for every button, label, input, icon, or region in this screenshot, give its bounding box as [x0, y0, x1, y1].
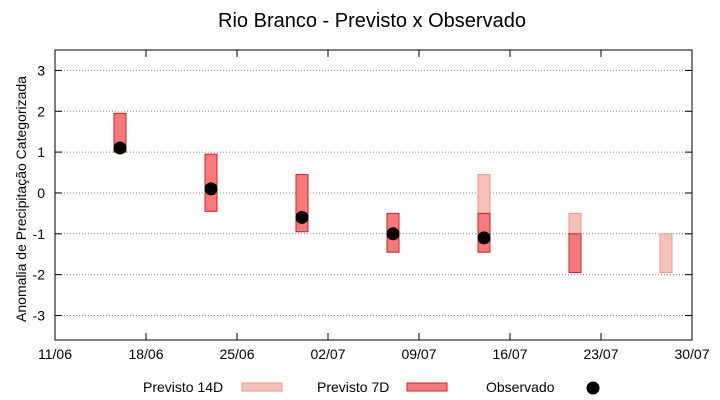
x-tick-label: 23/07: [583, 346, 618, 362]
legend: Previsto 14D Previsto 7D Observado: [143, 379, 600, 395]
x-tick-label: 11/06: [38, 346, 72, 362]
chart-title: Rio Branco - Previsto x Observado: [218, 10, 526, 32]
forecast-range-bar: [477, 174, 491, 214]
observed-point: [386, 227, 400, 241]
legend-label: Previsto 7D: [317, 379, 389, 395]
legend-label: Observado: [486, 379, 555, 395]
legend-label: Previsto 14D: [143, 379, 223, 395]
observed-points: [113, 141, 491, 245]
observed-point: [113, 141, 127, 155]
observed-point: [477, 231, 491, 245]
legend-swatch: [241, 382, 283, 392]
observed-point: [295, 210, 309, 224]
legend-swatch: [406, 382, 448, 392]
legend-swatch: [586, 381, 600, 395]
y-tick-label: 3: [37, 62, 45, 78]
grid: [55, 69, 692, 316]
x-tick-label: 30/07: [674, 346, 709, 362]
plot-frame: [54, 49, 693, 341]
observed-point: [204, 182, 218, 196]
x-tick-label: 25/06: [219, 346, 254, 362]
y-tick-label: 0: [37, 185, 45, 201]
y-tick-label: -2: [33, 267, 46, 283]
forecast-range-bar: [659, 233, 673, 274]
x-tick-label: 16/07: [492, 346, 527, 362]
y-tick-label: 2: [37, 103, 45, 119]
forecast-range-bar: [568, 233, 582, 274]
y-tick-label: -1: [33, 226, 46, 242]
axes: 3 2 1 0 -1 -2 -3 11/06 18/06 25/06 02/07 09/07 16/07…: [33, 50, 710, 362]
x-tick-label: 02/07: [310, 346, 345, 362]
y-tick-label: 1: [37, 144, 45, 160]
x-tick-label: 18/06: [128, 346, 163, 362]
range-bars: [113, 112, 673, 274]
y-tick-label: -3: [33, 307, 46, 323]
y-axis-label: Anomalia de Precipitação Categorizada: [13, 76, 29, 322]
x-tick-label: 09/07: [401, 346, 436, 362]
